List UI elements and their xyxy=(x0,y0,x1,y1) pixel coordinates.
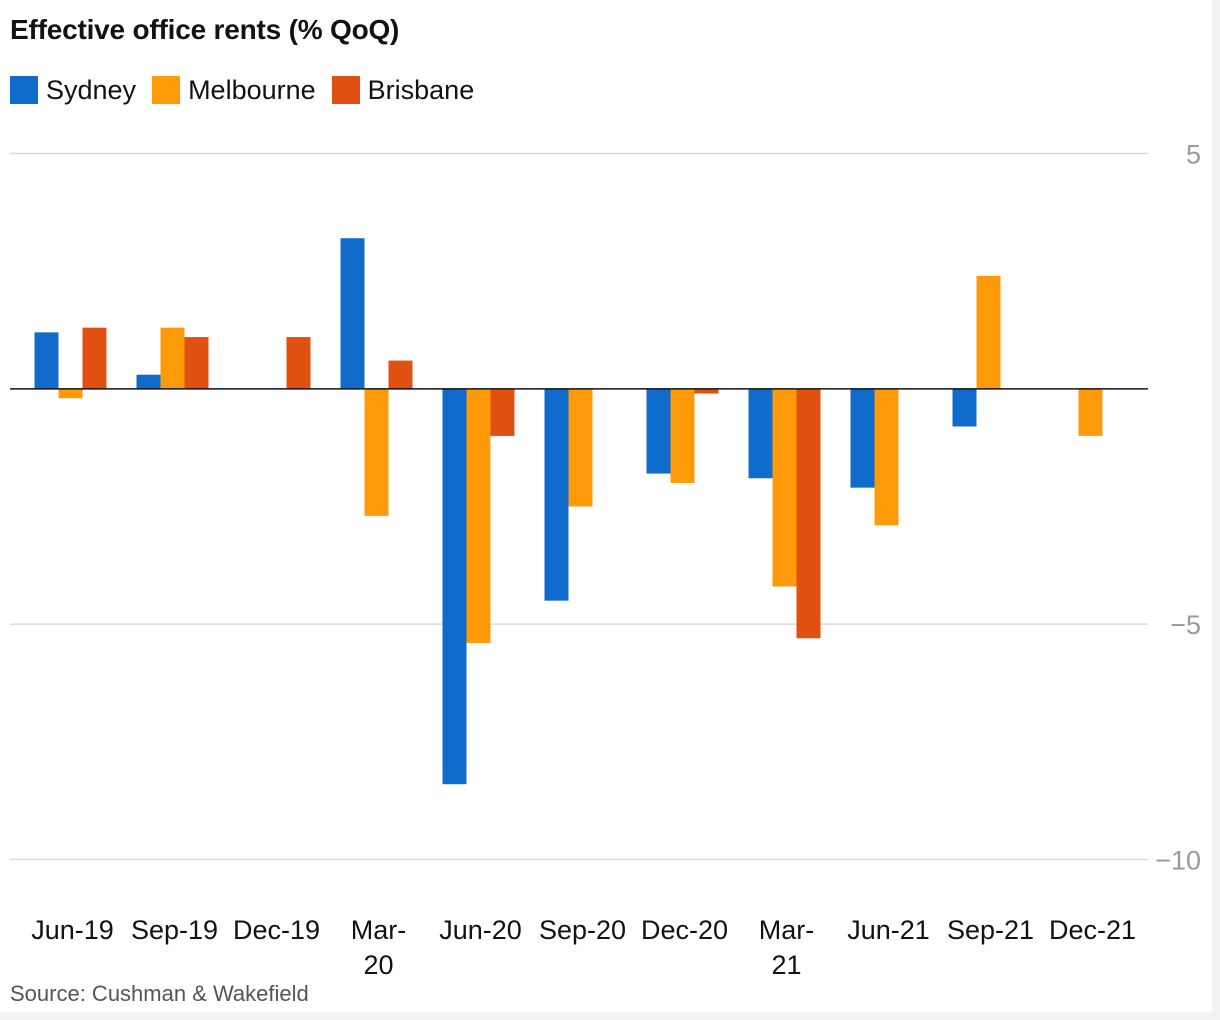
bar-melbourne xyxy=(976,275,1001,389)
bar-brisbane xyxy=(286,337,311,389)
bar-sydney xyxy=(646,388,671,474)
bar-melbourne xyxy=(568,388,593,507)
y-tick-label: 5 xyxy=(1186,140,1201,170)
x-tick-label: 20 xyxy=(363,950,393,980)
legend-item-melbourne: Melbourne xyxy=(152,75,316,106)
source-note: Source: Cushman & Wakefield xyxy=(10,981,309,1006)
bar-melbourne xyxy=(466,388,491,643)
axis-labels: 5 −5 −10 Jun-19 Sep-19 Dec-19 Mar- 20 Jun-20 Sep-… xyxy=(31,140,1201,981)
bar-melbourne xyxy=(670,388,695,483)
x-tick-label: Mar- xyxy=(351,915,407,945)
x-tick-label: Sep-21 xyxy=(947,915,1034,945)
bar-sydney xyxy=(34,332,59,389)
bar-melbourne xyxy=(364,388,389,516)
bar-brisbane xyxy=(82,327,107,389)
y-tick-label: −10 xyxy=(1155,846,1201,876)
x-tick-label: Jun-20 xyxy=(439,915,522,945)
legend-swatch-brisbane xyxy=(331,76,360,104)
legend-label-brisbane: Brisbane xyxy=(367,74,475,105)
legend-item-sydney: Sydney xyxy=(10,75,136,106)
bar-melbourne xyxy=(1078,388,1103,436)
legend-label-sydney: Sydney xyxy=(46,74,137,105)
gridlines xyxy=(10,152,1148,861)
bar-sydney xyxy=(136,374,161,389)
bar-brisbane xyxy=(490,388,515,436)
bar-sydney xyxy=(442,388,467,785)
x-tick-label: Jun-21 xyxy=(847,915,930,945)
x-tick-label: Dec-20 xyxy=(641,915,728,945)
x-tick-label: 21 xyxy=(771,950,801,980)
legend: Sydney Melbourne Brisbane xyxy=(10,74,490,106)
bar-brisbane xyxy=(388,360,413,389)
bar-sydney xyxy=(544,388,569,601)
bar-brisbane xyxy=(694,388,719,394)
x-tick-label: Jun-19 xyxy=(31,915,114,945)
bar-sydney xyxy=(952,388,977,427)
legend-swatch-melbourne xyxy=(152,76,181,104)
bar-melbourne xyxy=(58,388,83,399)
bar-sydney xyxy=(850,388,875,488)
x-tick-label: Sep-19 xyxy=(131,915,218,945)
bar-brisbane xyxy=(184,337,209,389)
legend-item-brisbane: Brisbane xyxy=(331,74,475,106)
bar-sydney xyxy=(748,388,773,479)
bar-melbourne xyxy=(772,388,797,587)
x-tick-label: Mar- xyxy=(759,915,815,945)
bar-melbourne xyxy=(874,388,899,526)
legend-label-melbourne: Melbourne xyxy=(188,74,316,105)
y-tick-label: −5 xyxy=(1170,610,1201,640)
bar-sydney xyxy=(340,238,365,389)
bar-brisbane xyxy=(796,388,821,639)
bar-melbourne xyxy=(160,327,185,389)
x-tick-label: Dec-19 xyxy=(233,915,320,945)
bars xyxy=(34,238,1103,785)
legend-swatch-sydney xyxy=(10,76,38,104)
chart-title: Effective office rents (% QoQ) xyxy=(10,14,400,45)
x-tick-label: Sep-20 xyxy=(539,915,626,945)
x-tick-label: Dec-21 xyxy=(1049,915,1136,945)
